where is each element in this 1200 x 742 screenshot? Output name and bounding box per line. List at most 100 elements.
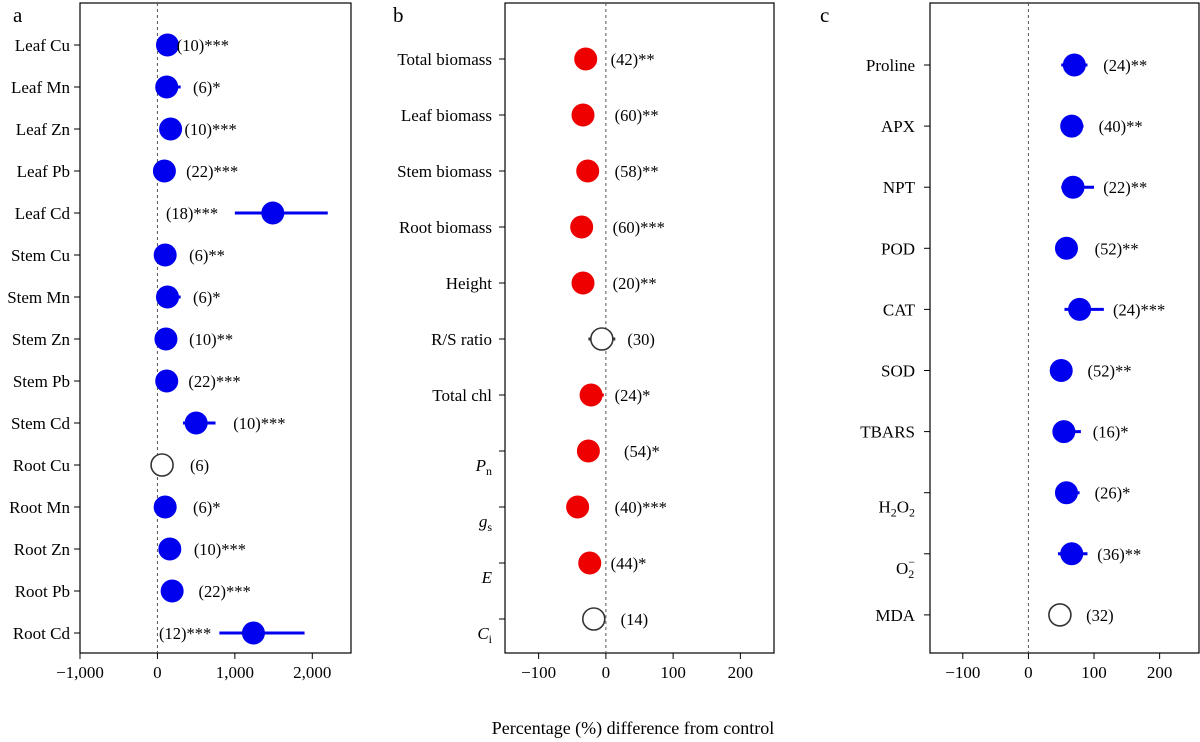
data-point: [160, 579, 184, 603]
sample-size-annotation: (36)**: [1097, 545, 1141, 564]
sample-size-annotation: (14): [621, 610, 649, 629]
panel-a: a −1,000 0 1,000 2,000 Leaf Cu (10)*** Leaf Mn (…: [7, 2, 352, 682]
category-label: Leaf biomass: [401, 106, 492, 125]
category-label: Root Pb: [15, 582, 70, 601]
sample-size-annotation: (10)***: [233, 414, 285, 433]
data-point: [1068, 297, 1092, 321]
category-label: R/S ratio: [431, 330, 492, 349]
data-point: [1049, 359, 1073, 382]
category-label: Stem Cd: [11, 414, 71, 433]
sample-size-annotation: (6): [190, 456, 209, 475]
data-point: [155, 33, 179, 57]
sample-size-annotation: (52)**: [1095, 239, 1139, 258]
sample-size-annotation: (24)*: [615, 386, 651, 405]
data-point: [153, 243, 177, 267]
sample-size-annotation: (10)***: [177, 36, 229, 55]
data-point: [1048, 603, 1072, 627]
panel-c: c −100 0 100 200 Proline (24)** APX (40)** NPT (22…: [820, 2, 1200, 682]
data-point: [1054, 236, 1078, 260]
plot-frame: [504, 2, 775, 654]
category-label: Leaf Mn: [11, 78, 71, 97]
data-point: [576, 439, 600, 463]
sample-size-annotation: (22)**: [1103, 178, 1147, 197]
sample-size-annotation: (10)***: [194, 540, 246, 559]
data-point: [1052, 420, 1076, 444]
x-tick-label: 100: [660, 663, 686, 682]
data-point: [153, 495, 177, 519]
category-label: Stem Zn: [12, 330, 71, 349]
category-label: Height: [446, 274, 493, 293]
panel-letter: b: [393, 3, 404, 27]
category-label: TBARS: [860, 423, 915, 442]
category-label: Stem Cu: [11, 246, 71, 265]
sample-size-annotation: (58)**: [615, 162, 659, 181]
category-label: Root Mn: [9, 498, 70, 517]
data-point: [571, 103, 595, 127]
panel-letter: c: [820, 3, 829, 27]
data-point: [1061, 175, 1085, 199]
sample-size-annotation: (6)*: [193, 288, 221, 307]
x-tick-label: 2,000: [293, 663, 331, 682]
data-point: [241, 621, 265, 645]
sample-size-annotation: (54)*: [624, 442, 660, 461]
category-label: Root Cu: [13, 456, 71, 475]
sample-size-annotation: (52)**: [1087, 362, 1131, 381]
data-point: [261, 201, 285, 225]
sample-size-annotation: (60)**: [615, 106, 659, 125]
sample-size-annotation: (60)***: [613, 218, 665, 237]
x-tick-label: 100: [1081, 663, 1107, 682]
x-tick-label: 0: [153, 663, 162, 682]
x-tick-label: 0: [1024, 663, 1033, 682]
category-label: Stem Mn: [7, 288, 70, 307]
data-point: [184, 411, 208, 435]
category-label: POD: [881, 239, 915, 258]
data-point: [1062, 53, 1086, 77]
sample-size-annotation: (24)***: [1113, 300, 1165, 319]
category-label: NPT: [883, 178, 916, 197]
data-point: [158, 537, 182, 561]
data-point: [581, 607, 606, 631]
sample-size-annotation: (18)***: [166, 204, 218, 223]
x-tick-label: −100: [521, 663, 556, 682]
category-label: Total biomass: [397, 50, 492, 69]
sample-size-annotation: (16)*: [1093, 423, 1129, 442]
category-label: APX: [881, 117, 915, 136]
x-tick-label: −1,000: [56, 663, 104, 682]
category-label: Ci: [477, 624, 492, 646]
data-point: [1054, 481, 1078, 505]
data-point: [590, 327, 614, 351]
category-label: Leaf Cd: [15, 204, 71, 223]
sample-size-annotation: (22)***: [186, 162, 238, 181]
category-label: Root biomass: [399, 218, 492, 237]
data-point: [159, 117, 183, 141]
plot-frame: [929, 2, 1200, 654]
data-point: [152, 159, 176, 183]
x-tick-label: −100: [945, 663, 980, 682]
category-label: Root Zn: [14, 540, 71, 559]
data-point: [579, 383, 603, 407]
sample-size-annotation: (22)***: [188, 372, 240, 391]
data-point: [570, 215, 594, 239]
data-point: [155, 75, 179, 99]
data-point: [571, 271, 595, 295]
x-axis-title: Percentage (%) difference from control: [492, 718, 775, 739]
data-point: [566, 495, 590, 519]
category-label: Proline: [866, 56, 915, 75]
sample-size-annotation: (6)*: [193, 498, 221, 517]
sample-size-annotation: (22)***: [198, 582, 250, 601]
x-tick-label: 0: [602, 663, 611, 682]
panel-letter: a: [13, 3, 23, 27]
sample-size-annotation: (44)*: [611, 554, 647, 573]
sample-size-annotation: (10)**: [189, 330, 233, 349]
category-label: Leaf Cu: [15, 36, 71, 55]
sample-size-annotation: (40)**: [1099, 117, 1143, 136]
data-point: [576, 159, 600, 183]
plot-frame: [79, 2, 352, 654]
sample-size-annotation: (26)*: [1095, 484, 1131, 503]
sample-size-annotation: (24)**: [1103, 56, 1147, 75]
category-label: Stem biomass: [397, 162, 492, 181]
category-label: gs: [479, 512, 493, 534]
category-label: E: [481, 568, 493, 587]
data-point: [1060, 542, 1084, 566]
